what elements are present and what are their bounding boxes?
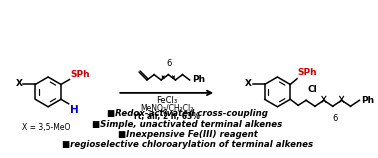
- Text: 6: 6: [332, 114, 338, 123]
- Text: SPh: SPh: [297, 68, 317, 77]
- Text: H: H: [70, 105, 78, 115]
- Text: X = 3,5-MeO: X = 3,5-MeO: [22, 123, 70, 132]
- Text: 6: 6: [167, 59, 172, 68]
- Text: X: X: [245, 79, 252, 88]
- Text: ■Redox-activated cross-coupling: ■Redox-activated cross-coupling: [107, 109, 268, 118]
- Text: Ph: Ph: [192, 76, 205, 85]
- Text: SPh: SPh: [71, 70, 90, 79]
- Text: ■Simple, unactivated terminal alkenes: ■Simple, unactivated terminal alkenes: [92, 120, 283, 129]
- Text: Cl: Cl: [307, 85, 317, 94]
- Text: rt, air, 2 h, 63%: rt, air, 2 h, 63%: [134, 112, 200, 121]
- Text: ■regioselective chloroarylation of terminal alkenes: ■regioselective chloroarylation of termi…: [62, 140, 313, 149]
- Text: FeCl₃: FeCl₃: [156, 96, 177, 105]
- Text: MeNO₂/CH₂Cl₂: MeNO₂/CH₂Cl₂: [140, 104, 194, 113]
- Text: Ph: Ph: [361, 96, 375, 105]
- Text: ■Inexpensive Fe(III) reagent: ■Inexpensive Fe(III) reagent: [118, 130, 257, 139]
- Text: X: X: [15, 79, 22, 88]
